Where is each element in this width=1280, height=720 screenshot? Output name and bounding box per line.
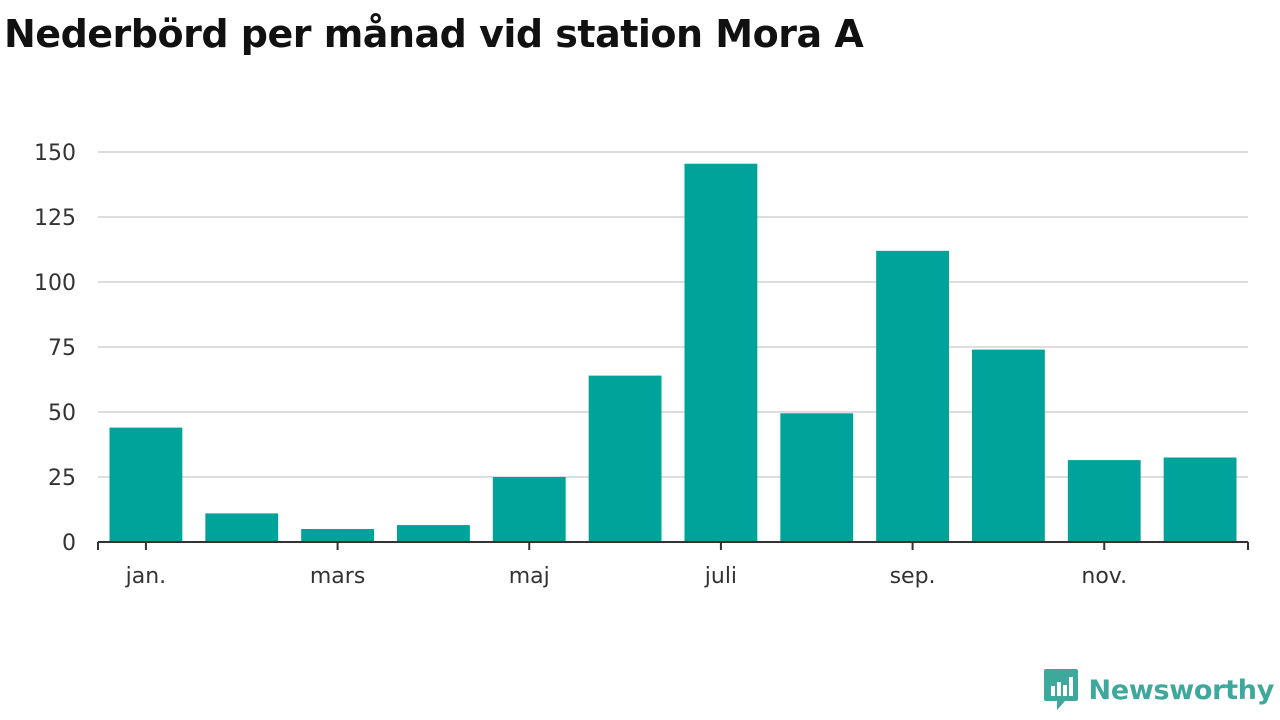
x-tick-label: sep. xyxy=(890,564,936,589)
y-tick-label: 100 xyxy=(34,271,76,296)
bar-nov xyxy=(1067,460,1141,542)
y-axis-ticks: 0 25 50 75 100 125 150 xyxy=(34,141,76,556)
chart-title: Nederbörd per månad vid station Mora A xyxy=(4,12,864,56)
x-tick-label: nov. xyxy=(1081,564,1127,589)
bar-dec xyxy=(1163,457,1237,542)
y-tick-label: 50 xyxy=(48,401,76,426)
y-tick-label: 25 xyxy=(48,466,76,491)
y-tick-label: 75 xyxy=(48,336,76,361)
bar-aug xyxy=(780,413,854,542)
bar-sep xyxy=(876,250,949,543)
bar-apr xyxy=(397,525,470,542)
bar-okt xyxy=(972,349,1045,542)
bar-juli xyxy=(684,163,758,542)
y-tick-label: 125 xyxy=(34,206,76,231)
bar-mars xyxy=(301,529,374,542)
bar-feb xyxy=(205,513,279,542)
bar-maj xyxy=(492,477,566,542)
newsworthy-brand: Newsworthy xyxy=(1043,668,1274,712)
y-tick-label: 0 xyxy=(62,531,76,556)
x-tick-label: mars xyxy=(310,564,365,589)
bar-jan xyxy=(109,427,183,542)
bars xyxy=(109,163,1237,543)
x-tick-label: juli xyxy=(704,564,737,589)
x-tick-label: maj xyxy=(509,564,550,589)
newsworthy-logo-icon xyxy=(1043,669,1078,710)
x-tick-label: jan. xyxy=(125,564,167,589)
gridlines xyxy=(98,151,1248,478)
bar-juni xyxy=(588,375,662,542)
brand-name: Newsworthy xyxy=(1088,674,1275,706)
x-axis: jan. mars maj juli sep. nov. xyxy=(97,541,1249,589)
y-tick-label: 150 xyxy=(34,141,76,166)
